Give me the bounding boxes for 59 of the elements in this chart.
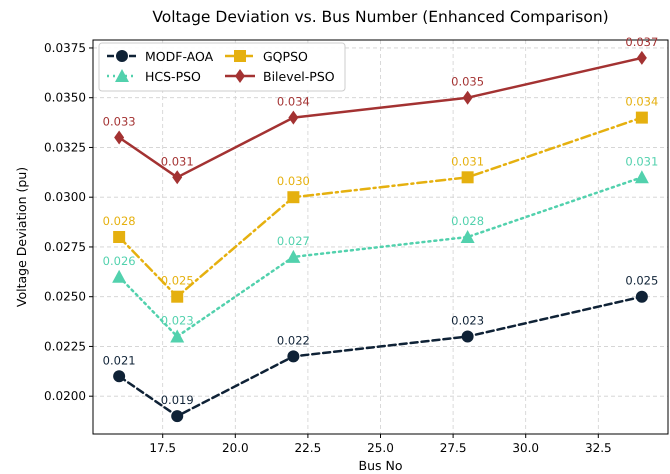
data-label: 0.034: [276, 94, 310, 109]
data-label: 0.025: [625, 274, 658, 288]
legend-label: MODF-AOA: [145, 49, 214, 64]
point: [171, 410, 184, 422]
data-label: 0.028: [102, 214, 136, 228]
data-label: 0.026: [102, 254, 136, 268]
x-tick-label: 20.0: [222, 441, 249, 455]
data-label: 0.019: [160, 393, 194, 408]
point: [286, 250, 300, 263]
legend-label: HCS-PSO: [145, 69, 202, 84]
y-axis-title: Voltage Deviation (pu): [14, 166, 29, 308]
data-label: 0.023: [451, 313, 484, 328]
point: [462, 171, 474, 184]
x-tick-label: 17.5: [149, 441, 176, 455]
y-tick-label: 0.0300: [44, 190, 86, 204]
y-tick-label: 0.0200: [44, 389, 86, 404]
point: [288, 110, 298, 125]
point: [112, 270, 126, 283]
data-label: 0.022: [276, 333, 310, 348]
point: [636, 50, 647, 65]
data-label: 0.031: [451, 154, 484, 168]
point: [462, 90, 473, 105]
legend-label: GQPSO: [263, 49, 308, 64]
y-tick-label: 0.0350: [44, 90, 86, 105]
data-label: 0.033: [102, 114, 136, 129]
point: [172, 170, 182, 184]
point: [113, 370, 126, 382]
point: [114, 130, 124, 145]
y-tick-label: 0.0250: [44, 290, 86, 304]
data-label: 0.034: [625, 94, 658, 109]
chart-title: Voltage Deviation vs. Bus Number (Enhanced Comparison): [152, 8, 609, 26]
data-label: 0.021: [102, 353, 136, 368]
y-tick-label: 0.0375: [44, 40, 86, 55]
x-tick-label: 22.5: [294, 441, 322, 455]
data-label: 0.027: [276, 234, 310, 248]
x-axis-title: Bus No: [358, 458, 402, 473]
x-tick-label: 32.5: [584, 441, 612, 455]
point: [636, 112, 648, 124]
point: [636, 290, 648, 303]
x-tick-label: 30.0: [512, 441, 540, 455]
y-tick-label: 0.0325: [44, 140, 86, 154]
point: [287, 191, 300, 204]
point: [462, 330, 474, 342]
point: [460, 230, 475, 243]
data-label: 0.035: [451, 74, 484, 89]
data-label: 0.031: [160, 154, 194, 168]
data-label: 0.030: [276, 174, 310, 188]
point: [170, 329, 184, 342]
data-label: 0.028: [451, 214, 484, 228]
y-tick-label: 0.0225: [44, 339, 86, 354]
y-tick-label: 0.0275: [44, 240, 86, 254]
point: [634, 170, 649, 184]
data-label: 0.031: [625, 154, 658, 168]
point: [171, 290, 184, 303]
point: [113, 231, 126, 243]
point: [287, 350, 300, 362]
x-tick-label: 25.0: [367, 441, 394, 455]
legend-label: Bilevel-PSO: [263, 69, 335, 84]
x-tick-label: 27.5: [440, 441, 466, 455]
